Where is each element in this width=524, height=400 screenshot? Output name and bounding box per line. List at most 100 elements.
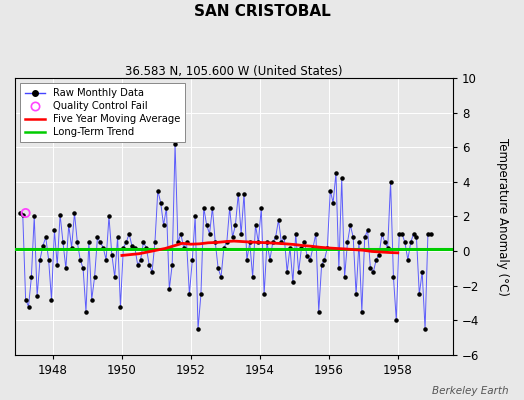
Point xyxy=(62,265,70,272)
Legend: Raw Monthly Data, Quality Control Fail, Five Year Moving Average, Long-Term Tren: Raw Monthly Data, Quality Control Fail, … xyxy=(20,83,185,142)
Point xyxy=(297,244,305,251)
Point xyxy=(139,239,148,246)
Point xyxy=(421,326,429,332)
Point xyxy=(392,317,400,324)
Point xyxy=(275,217,283,223)
Point xyxy=(280,234,288,240)
Point xyxy=(91,274,99,280)
Point xyxy=(217,274,225,280)
Point xyxy=(36,256,44,263)
Point xyxy=(73,239,82,246)
Point xyxy=(407,239,415,246)
Point xyxy=(165,286,173,292)
Point xyxy=(424,230,432,237)
Point xyxy=(314,308,323,315)
Point xyxy=(79,265,88,272)
Point xyxy=(27,274,36,280)
Point xyxy=(105,213,113,220)
Point xyxy=(185,291,193,298)
Point xyxy=(122,239,130,246)
Point xyxy=(93,234,102,240)
Point xyxy=(107,251,116,258)
Point xyxy=(16,210,24,216)
Point xyxy=(372,256,380,263)
Point xyxy=(68,244,76,251)
Point xyxy=(214,265,222,272)
Point xyxy=(196,291,205,298)
Point xyxy=(237,230,245,237)
Point xyxy=(358,308,366,315)
Point xyxy=(318,262,326,268)
Point xyxy=(171,140,179,147)
Point xyxy=(309,244,317,251)
Point xyxy=(174,239,182,246)
Point xyxy=(21,210,30,216)
Point xyxy=(128,243,136,249)
Point xyxy=(266,256,274,263)
Point xyxy=(41,234,50,240)
Point xyxy=(220,244,228,251)
Point xyxy=(39,243,47,249)
Point xyxy=(418,269,427,275)
Point xyxy=(326,187,334,194)
Point xyxy=(24,303,32,310)
Point xyxy=(208,205,216,211)
Point xyxy=(53,262,61,268)
Point xyxy=(162,205,171,211)
Point xyxy=(355,239,363,246)
Point xyxy=(211,239,220,246)
Point xyxy=(246,239,254,246)
Point xyxy=(130,244,139,251)
Point xyxy=(223,239,231,246)
Point xyxy=(427,230,435,237)
Point xyxy=(286,244,294,251)
Point xyxy=(341,274,349,280)
Point xyxy=(151,239,159,246)
Point xyxy=(384,244,392,251)
Point xyxy=(412,234,421,240)
Point xyxy=(337,175,346,182)
Point xyxy=(142,244,150,251)
Point xyxy=(82,308,90,315)
Point xyxy=(85,239,93,246)
Point xyxy=(200,205,208,211)
Point xyxy=(136,256,145,263)
Point xyxy=(346,222,355,228)
Point xyxy=(366,265,375,272)
Point xyxy=(148,269,156,275)
Point xyxy=(380,239,389,246)
Point xyxy=(375,251,383,258)
Point xyxy=(21,296,30,303)
Point xyxy=(320,256,329,263)
Point xyxy=(180,244,188,251)
Point xyxy=(228,234,237,240)
Point xyxy=(271,234,280,240)
Point xyxy=(415,291,423,298)
Point xyxy=(182,239,191,246)
Point xyxy=(349,234,357,240)
Point xyxy=(202,222,211,228)
Point xyxy=(243,256,251,263)
Point xyxy=(332,170,340,176)
Point xyxy=(389,274,398,280)
Point xyxy=(191,213,199,220)
Point xyxy=(248,274,257,280)
Text: SAN CRISTOBAL: SAN CRISTOBAL xyxy=(194,4,330,19)
Point xyxy=(300,239,309,246)
Point xyxy=(289,279,297,286)
Point xyxy=(294,269,303,275)
Point xyxy=(168,262,177,268)
Point xyxy=(30,213,38,220)
Point xyxy=(329,200,337,206)
Text: Berkeley Earth: Berkeley Earth xyxy=(432,386,508,396)
Point xyxy=(323,244,332,251)
Point xyxy=(306,256,314,263)
Point xyxy=(116,303,125,310)
Point xyxy=(111,274,119,280)
Point xyxy=(134,262,142,268)
Point xyxy=(403,256,412,263)
Point xyxy=(263,239,271,246)
Title: 36.583 N, 105.600 W (United States): 36.583 N, 105.600 W (United States) xyxy=(125,65,343,78)
Point xyxy=(194,326,202,332)
Point xyxy=(56,212,64,218)
